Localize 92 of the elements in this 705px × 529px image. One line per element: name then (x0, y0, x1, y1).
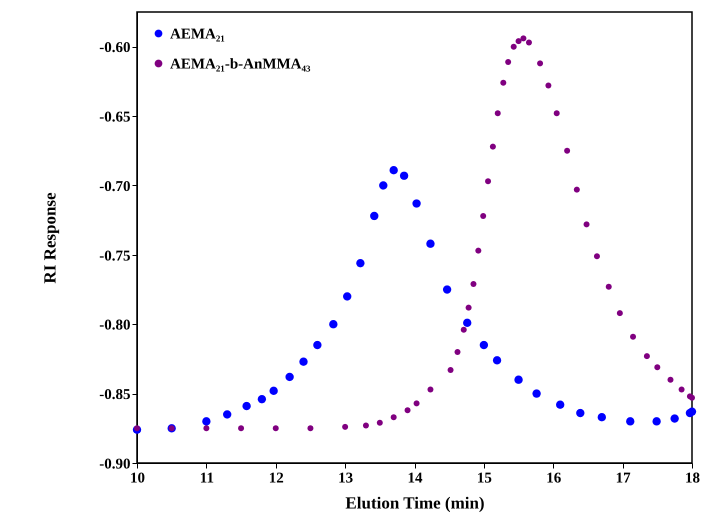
point (376, 420, 383, 426)
point (412, 199, 421, 208)
point (626, 417, 634, 426)
point (426, 240, 435, 248)
point (258, 394, 266, 404)
point (272, 425, 279, 432)
point (500, 80, 506, 86)
point (427, 386, 434, 392)
y-tick-label: -0.80 (99, 318, 130, 334)
point (490, 144, 496, 150)
point (466, 304, 472, 311)
point (537, 60, 544, 66)
x-tick-label: 10 (130, 470, 145, 486)
point (463, 318, 472, 328)
x-tick-label: 11 (200, 470, 214, 486)
point (370, 212, 378, 220)
point (442, 285, 452, 294)
point (630, 334, 636, 340)
y-tick-label: -0.85 (99, 387, 130, 404)
point (203, 425, 210, 432)
point (313, 340, 322, 350)
point (598, 413, 606, 422)
point (307, 425, 314, 432)
x-tick-label: 12 (268, 470, 284, 486)
point (574, 186, 580, 193)
point (448, 367, 454, 374)
point (652, 417, 661, 426)
point (654, 364, 660, 370)
point (329, 320, 338, 328)
point (414, 400, 420, 406)
point (362, 422, 369, 429)
point (242, 402, 251, 410)
point (554, 110, 560, 116)
point (356, 259, 365, 268)
x-axis-title: Elution Time (min) (345, 494, 485, 512)
point (606, 284, 612, 290)
point (480, 212, 486, 219)
point (594, 253, 600, 260)
point (520, 35, 526, 42)
point (485, 178, 492, 184)
point (514, 376, 523, 384)
y-tick-label: -0.90 (99, 456, 130, 472)
x-tick-label: 18 (685, 470, 700, 486)
point (480, 340, 488, 350)
legend-label: AEMA₂₁-b-AnMMA₄₃ (170, 56, 311, 72)
point (667, 376, 674, 383)
point (545, 82, 552, 89)
legend-label: AEMA₂₁ (170, 26, 225, 42)
point (238, 425, 244, 432)
point (400, 172, 408, 180)
point (576, 408, 584, 418)
x-tick-label: 14 (408, 470, 423, 486)
point (460, 326, 467, 333)
point (379, 181, 388, 190)
y-tick-label: -0.70 (99, 178, 130, 195)
point (223, 410, 232, 419)
point (689, 394, 695, 401)
point (299, 358, 308, 366)
y-tick-label: -0.65 (99, 110, 130, 126)
point (616, 310, 623, 316)
point (532, 389, 541, 398)
point (505, 58, 512, 65)
point (269, 386, 278, 396)
point (470, 280, 476, 287)
x-tick-label: 17 (616, 470, 632, 486)
point (342, 424, 348, 430)
x-tick-label: 15 (476, 470, 492, 486)
point (134, 425, 140, 432)
point (670, 414, 679, 423)
point (564, 148, 570, 154)
point (678, 386, 685, 392)
x-tick-label: 16 (546, 470, 562, 486)
point (454, 348, 461, 355)
point (404, 407, 411, 414)
point (510, 44, 517, 50)
point (343, 292, 352, 301)
point (516, 38, 522, 44)
point (584, 221, 590, 228)
point (475, 248, 482, 254)
point (492, 356, 502, 364)
point (390, 414, 397, 420)
y-axis-title: RI Response (40, 192, 60, 284)
point (556, 400, 564, 409)
y-tick-label: -0.75 (99, 248, 130, 264)
y-tick-label: -0.60 (99, 40, 130, 56)
point (644, 353, 650, 360)
x-tick-label: 13 (338, 470, 354, 486)
point (202, 417, 211, 426)
point (526, 40, 532, 46)
point (494, 110, 501, 116)
point (390, 166, 398, 174)
point (285, 372, 294, 382)
